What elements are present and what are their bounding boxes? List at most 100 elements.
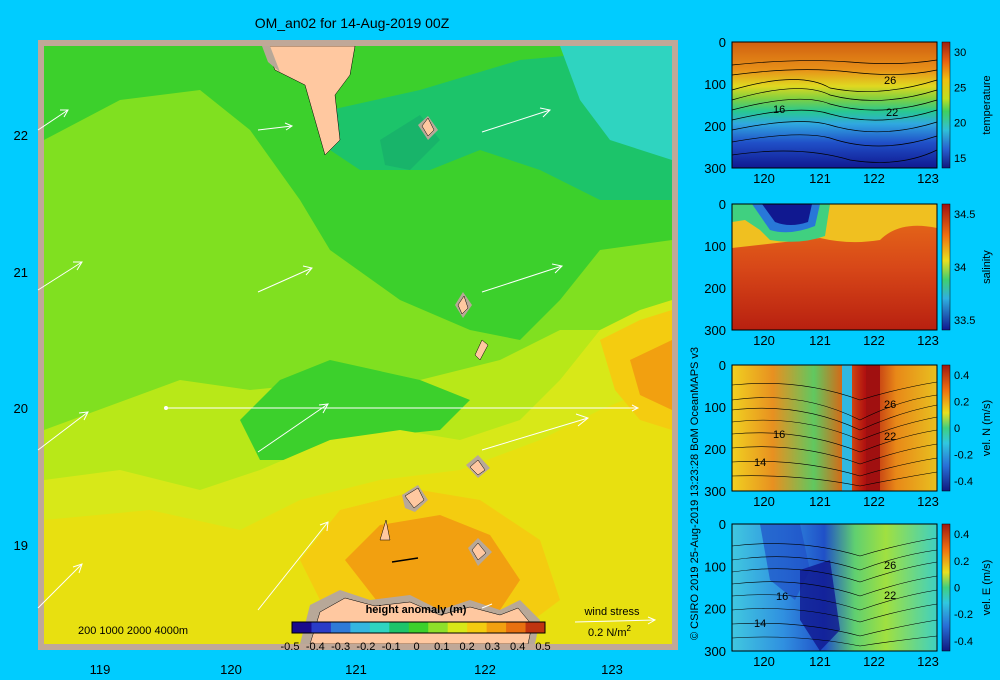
panel-colorbar-tick-label: 0.2 <box>954 556 969 568</box>
colorbar-cell <box>447 622 468 633</box>
panel-x-tick-label: 121 <box>809 494 831 509</box>
panel-y-tick-label: 200 <box>704 119 726 134</box>
colorbar-cell <box>292 622 312 633</box>
panel-colorbar-label: temperature <box>981 75 993 134</box>
wind-stress-label: wind stress <box>583 606 640 618</box>
panel-x-tick-label: 122 <box>863 494 885 509</box>
colorbar-tick-label: 0.3 <box>485 641 500 653</box>
panel-x-tick-label: 122 <box>863 333 885 348</box>
colorbar-frame <box>291 621 546 634</box>
height-anomaly-colorbar: height anomaly (m) -0.5 -0.4 -0.3 -0.2 -0.1 0… <box>281 604 551 653</box>
panel-y-tick-label: 0 <box>719 517 726 532</box>
colorbar-tick-label: -0.3 <box>331 641 350 653</box>
panel-x-tick-label: 123 <box>917 171 939 186</box>
panel-x-tick-label: 120 <box>753 333 775 348</box>
panel-y-tick-label: 200 <box>704 602 726 617</box>
contour-label: 16 <box>773 104 785 116</box>
panel-colorbar-tick-label: -0.2 <box>954 449 973 461</box>
colorbar-cell <box>408 622 429 633</box>
panel-colorbar-tick-label: 0 <box>954 583 960 595</box>
colorbar-tick-label: 0.2 <box>459 641 474 653</box>
depth-legend: 200 1000 2000 4000m <box>78 625 188 637</box>
wind-stress-legend: wind stress 0.2 N/m2 <box>574 606 657 639</box>
colorbar-tick-label: -0.5 <box>281 641 300 653</box>
colorbar-cell <box>330 622 351 633</box>
panel-x-tick-label: 120 <box>753 171 775 186</box>
panel-x-tick-label: 122 <box>863 654 885 669</box>
x-tick-label: 119 <box>90 662 111 677</box>
panel-x-tick-label: 120 <box>753 494 775 509</box>
panel-x-tick-label: 121 <box>809 171 831 186</box>
contour-label: 26 <box>884 75 896 87</box>
contour-label: 26 <box>884 560 896 572</box>
panel-colorbar-label: salinity <box>981 250 993 284</box>
panel-x-tick-label: 123 <box>917 654 939 669</box>
colorbar-cell <box>350 622 371 633</box>
x-tick-label: 121 <box>345 662 367 677</box>
panel-colorbar-label: vel. E (m/s) <box>981 560 993 616</box>
colorbar-cell <box>486 622 507 633</box>
panel-y-tick-label: 0 <box>719 197 726 212</box>
colorbar-tick-label: 0.1 <box>434 641 449 653</box>
contour-label: 14 <box>754 457 766 469</box>
contour-label: 22 <box>886 107 898 119</box>
panel-x-tick-label: 123 <box>917 494 939 509</box>
colorbar-tick-label: 0.5 <box>535 641 550 653</box>
panel-y-tick-label: 100 <box>704 400 726 415</box>
panel-colorbar-tick-label: 0.2 <box>954 397 969 409</box>
panel-colorbar-tick-label: 34.5 <box>954 209 975 221</box>
panel-colorbar-tick-label: 15 <box>954 153 966 165</box>
panel-colorbar-tick-label: 0 <box>954 423 960 435</box>
wind-stress-scale: 0.2 N/m2 <box>588 624 632 639</box>
colorbar-title: height anomaly (m) <box>366 604 467 616</box>
velocity-east-panel: 26 22 16 14 <box>731 523 951 652</box>
panel-colorbar-tick-label: 20 <box>954 118 966 130</box>
panel-x-tick-label: 121 <box>809 333 831 348</box>
height-anomaly-field <box>44 46 672 644</box>
panel-x-tick-label: 121 <box>809 654 831 669</box>
panel-colorbar-tick-label: 30 <box>954 47 966 59</box>
wind-stress-vectors <box>37 107 640 611</box>
contour-label: 16 <box>776 591 788 603</box>
panel-y-tick-label: 100 <box>704 559 726 574</box>
contour-label: 14 <box>754 618 766 630</box>
panel-colorbar-tick-label: -0.2 <box>954 609 973 621</box>
colorbar-tick-label: 0 <box>413 641 419 653</box>
colorbar-cell <box>525 622 546 633</box>
colorbar-cell <box>467 622 488 633</box>
colorbar-tick-label: 0.4 <box>510 641 525 653</box>
contour-label: 22 <box>884 590 896 602</box>
panel-y-tick-label: 300 <box>704 161 726 176</box>
x-tick-label: 120 <box>220 662 242 677</box>
colorbar-tick-label: -0.1 <box>382 641 401 653</box>
map-title: OM_an02 for 14-Aug-2019 00Z <box>255 15 450 31</box>
colorbar-cell <box>369 622 390 633</box>
contour-label: 26 <box>884 399 896 411</box>
panel-y-tick-label: 300 <box>704 323 726 338</box>
panel-colorbar-label: vel. N (m/s) <box>981 400 993 456</box>
panel-y-tick-label: 200 <box>704 442 726 457</box>
panel-y-tick-label: 300 <box>704 484 726 499</box>
x-tick-label: 123 <box>601 662 623 677</box>
colorbar-cell <box>311 622 332 633</box>
panel-colorbar-tick-label: 34 <box>954 262 966 274</box>
y-tick-label: 19 <box>14 538 28 553</box>
colorbar-cell <box>428 622 449 633</box>
panel-y-tick-label: 0 <box>719 358 726 373</box>
panel-x-tick-label: 120 <box>753 654 775 669</box>
panel-y-tick-label: 200 <box>704 281 726 296</box>
panel-y-tick-label: 0 <box>719 35 726 50</box>
map-x-axis: 119 120 121 122 123 <box>90 662 623 677</box>
x-tick-label: 122 <box>474 662 496 677</box>
velocity-north-panel: 26 22 16 14 <box>731 364 951 492</box>
contour-label: 22 <box>884 431 896 443</box>
colorbar-cell <box>506 622 527 633</box>
temperature-panel: 26 22 16 <box>731 41 951 169</box>
y-tick-label: 22 <box>14 128 28 143</box>
panel-colorbar-tick-label: 33.5 <box>954 315 975 327</box>
colorbar-tick-label: -0.4 <box>306 641 325 653</box>
panel-y-tick-label: 100 <box>704 239 726 254</box>
panel-colorbar-tick-label: 0.4 <box>954 529 969 541</box>
salinity-panel <box>731 203 951 331</box>
